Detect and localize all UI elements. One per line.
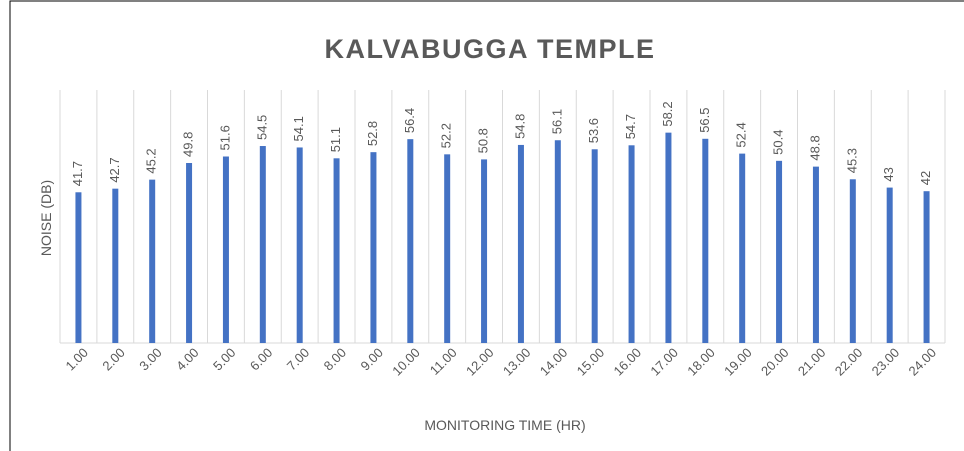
bar [886,187,893,343]
bar [665,132,672,343]
data-label: 54.7 [623,114,638,139]
data-label: 41.7 [70,161,85,186]
data-label: 56.5 [697,107,712,132]
data-label: 53.6 [586,118,601,143]
data-label: 50.8 [476,128,491,153]
data-label: 54.1 [291,116,306,141]
data-label: 42.7 [107,157,122,182]
data-label: 54.5 [254,115,269,140]
bar [849,179,856,343]
data-label: 56.4 [402,108,417,133]
data-label: 54.8 [512,114,527,139]
bar [776,160,783,343]
data-label: 42 [918,171,933,185]
x-axis-label: MONITORING TIME (HR) [424,417,585,433]
data-label: 52.4 [734,122,749,147]
bar [481,159,488,343]
bar [222,156,229,343]
bar [296,147,303,343]
y-axis-label: NOISE (DB) [38,180,54,256]
bar [517,144,524,343]
bar [370,152,377,343]
data-label: 48.8 [807,135,822,160]
bar [628,145,635,343]
data-label: 45.2 [144,148,159,173]
bar [75,192,82,343]
data-label: 58.2 [660,101,675,126]
bar [554,140,561,343]
bar [702,138,709,343]
bar [112,188,119,343]
data-label: 43 [881,167,896,181]
data-label: 51.6 [217,125,232,150]
data-label: 52.2 [439,123,454,148]
bar [923,191,930,343]
data-label: 49.8 [181,132,196,157]
bar [333,158,340,343]
bar [149,179,156,343]
bar [812,166,819,343]
bar [259,146,266,343]
data-label: 50.4 [771,130,786,155]
chart-title: KALVABUGGA TEMPLE [325,34,656,64]
data-label: 45.3 [844,148,859,173]
bar [444,154,451,343]
data-label: 56.1 [549,109,564,134]
bar [739,153,746,343]
data-label: 52.8 [365,121,380,146]
bar [407,139,414,343]
data-label: 51.1 [328,127,343,152]
bar [186,163,193,343]
bar [591,149,598,343]
